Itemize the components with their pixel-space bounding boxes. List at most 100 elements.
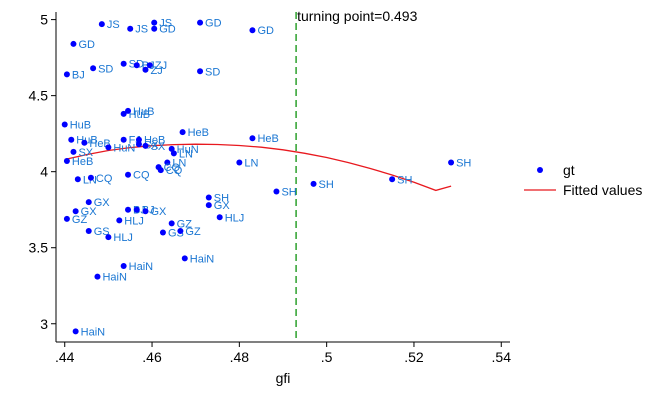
point-label: HaiN [190,253,215,265]
data-point [72,208,79,215]
point-label: HaiN [129,261,154,273]
point-label: LN [172,158,186,170]
y-tick-label: 3.5 [29,240,49,256]
data-point [116,217,123,224]
data-point [63,71,70,78]
data-point [181,255,188,262]
point-label: GZ [185,226,201,238]
data-point [90,65,97,72]
point-label: HuN [113,142,135,154]
x-tick-label: .48 [230,349,250,365]
fitted-values-line [64,143,452,192]
point-label: JS [135,24,148,36]
point-label: GD [159,24,176,36]
data-point [179,129,186,136]
data-point [120,110,127,117]
data-point [448,159,455,166]
point-label: JS [159,18,172,30]
point-label: HLJ [225,212,245,224]
point-label: GX [150,206,167,218]
data-point [125,107,132,114]
point-label: LN [179,148,193,160]
x-tick-label: .44 [55,349,75,365]
data-point [236,159,243,166]
point-label: CQ [166,165,183,177]
data-point [170,150,177,157]
point-label: SD [98,63,113,75]
point-label: SH [456,158,471,170]
data-point [177,227,184,234]
point-label: HuB [70,120,91,132]
data-point [105,144,112,151]
data-point [205,194,212,201]
point-label: HLJ [124,215,144,227]
data-point [142,142,149,149]
data-point [151,25,158,32]
point-label: JS [107,19,120,31]
data-point [249,27,256,34]
data-point [120,60,127,67]
data-point [127,25,134,32]
x-tick-label: .54 [492,349,512,365]
point-label: CQ [96,173,113,185]
legend-marker-gt [537,167,543,173]
data-point [249,135,256,142]
data-point [85,199,92,206]
data-point [389,176,396,183]
data-point [70,40,77,47]
point-label: SX [144,139,159,151]
data-point [273,188,280,195]
point-label: GX [214,200,231,212]
x-tick-label: .52 [404,349,424,365]
data-point [197,19,204,26]
data-point [216,214,223,221]
data-point [85,227,92,234]
point-label: SH [281,186,296,198]
point-label: BJ [72,69,85,81]
point-label: HeB [257,133,278,145]
plot-area: turning point=0.493JSJSJSGDGDGDGDSDSDBJZ… [61,8,471,342]
data-point [81,139,88,146]
point-label: HuB [129,109,150,121]
point-label: GD [205,18,222,30]
point-label: GZ [72,214,88,226]
data-point [157,167,164,174]
point-label: ZJ [150,65,162,77]
data-point [168,145,175,152]
data-point [87,174,94,181]
x-tick-label: .5 [321,349,333,365]
point-label: CQ [133,170,150,182]
point-label: SH [214,193,229,205]
point-label: HuN [177,144,199,156]
data-point [120,262,127,269]
x-tick-label: .46 [142,349,162,365]
data-point [142,66,149,73]
data-point [205,202,212,209]
axes: 3 3.5 4 4.5 5 .44 .46 .48 .5 .52 .54 [29,12,512,365]
point-label: GS [94,226,110,238]
data-point [105,234,112,241]
point-label: SX [150,141,165,153]
y-tick-label: 4.5 [29,88,49,104]
point-label: HeB [89,138,110,150]
y-tick-label: 3 [40,316,48,332]
point-label: GX [81,206,98,218]
point-label: GX [94,197,111,209]
point-label: HuB [133,106,154,118]
point-label: GD [257,25,274,37]
data-point [125,206,132,213]
point-label: HLJ [113,232,133,244]
data-point [125,171,132,178]
y-tick-label: 5 [40,12,48,28]
y-tick-label: 4 [40,164,48,180]
data-point [310,180,317,187]
data-point [98,21,105,28]
point-label: GD [78,39,95,51]
point-label: HaiN [81,326,106,338]
x-axis-title: gfi [276,370,291,386]
point-label: HaiN [102,272,127,284]
data-point [68,136,75,143]
point-label: HeB [144,135,165,147]
